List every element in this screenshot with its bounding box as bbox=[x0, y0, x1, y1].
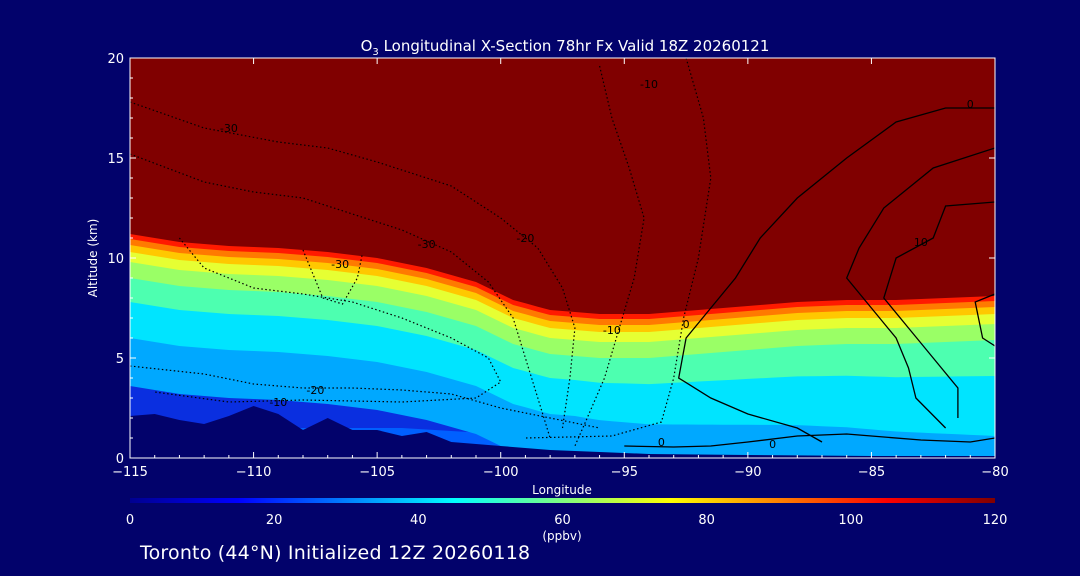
x-tick-label: −110 bbox=[236, 465, 272, 480]
colorbar-tick-label: 100 bbox=[838, 513, 863, 528]
contour-label: -10 bbox=[603, 324, 621, 337]
colorbar-tick-label: 80 bbox=[698, 513, 715, 528]
colorbar-tick-label: 20 bbox=[266, 513, 283, 528]
chart-title: O3 Longitudinal X-Section 78hr Fx Valid … bbox=[361, 37, 770, 58]
plot-area bbox=[130, 58, 995, 458]
contour-label: -10 bbox=[640, 78, 658, 91]
x-tick-label: −95 bbox=[611, 465, 638, 480]
contour-line bbox=[302, 249, 363, 305]
contour-label: -20 bbox=[306, 384, 324, 397]
band-120 bbox=[130, 58, 995, 314]
y-tick-label: 0 bbox=[116, 452, 124, 467]
contour-line bbox=[130, 153, 551, 439]
contour-line bbox=[154, 237, 502, 403]
colorbar-tick-label: 0 bbox=[126, 513, 134, 528]
contour-label: -30 bbox=[220, 122, 238, 135]
y-tick-label: 15 bbox=[107, 152, 124, 167]
y-axis: 0 5 10 15 20 bbox=[107, 52, 995, 467]
contour-label: 0 bbox=[769, 438, 776, 451]
x-axis-label: Longitude bbox=[532, 483, 592, 497]
x-axis: −115 −110 −105 −100 −95 −90 −85 −80 bbox=[112, 58, 1009, 480]
colorbar-tick-label: 40 bbox=[410, 513, 427, 528]
contour-labels: -30 -30 -30 -20 -20 -10 -10 -10 0 0 0 0 10 bbox=[220, 78, 974, 451]
x-tick-label: −115 bbox=[112, 465, 148, 480]
contour-lines bbox=[130, 58, 995, 448]
contour-line bbox=[677, 107, 995, 443]
contour-line bbox=[624, 433, 995, 448]
y-tick-label: 10 bbox=[107, 252, 124, 267]
colorbar-ticks: 0 20 40 60 80 100 120 bbox=[126, 513, 1008, 528]
colorbar-tick-label: 60 bbox=[554, 513, 571, 528]
colorbar bbox=[130, 498, 995, 503]
ozone-color-bands bbox=[130, 58, 995, 458]
contour-line bbox=[845, 147, 995, 429]
contour-label: -10 bbox=[269, 396, 287, 409]
contour-label: -20 bbox=[516, 232, 534, 245]
contour-line bbox=[974, 293, 995, 347]
figure-caption: Toronto (44°N) Initialized 12Z 20260118 bbox=[140, 542, 531, 564]
contour-line bbox=[574, 65, 645, 447]
contour-label: 0 bbox=[658, 436, 665, 449]
contour-label: -30 bbox=[331, 258, 349, 271]
x-tick-label: −105 bbox=[359, 465, 395, 480]
x-tick-label: −90 bbox=[734, 465, 761, 480]
y-tick-label: 20 bbox=[107, 52, 124, 67]
y-axis-label: Altitude (km) bbox=[86, 219, 100, 298]
colorbar-tick-label: 120 bbox=[983, 513, 1008, 528]
x-tick-label: −80 bbox=[981, 465, 1008, 480]
y-tick-label: 5 bbox=[116, 352, 124, 367]
contour-label: 10 bbox=[914, 236, 928, 249]
x-tick-label: −85 bbox=[858, 465, 885, 480]
contour-line bbox=[130, 101, 576, 429]
contour-line bbox=[130, 365, 600, 429]
contour-label: 0 bbox=[683, 318, 690, 331]
terrain bbox=[130, 406, 995, 458]
contour-label: 0 bbox=[967, 98, 974, 111]
contour-line bbox=[883, 201, 995, 418]
colorbar-unit-label: (ppbv) bbox=[542, 529, 581, 543]
contour-label: -30 bbox=[418, 238, 436, 251]
x-tick-label: −100 bbox=[483, 465, 519, 480]
